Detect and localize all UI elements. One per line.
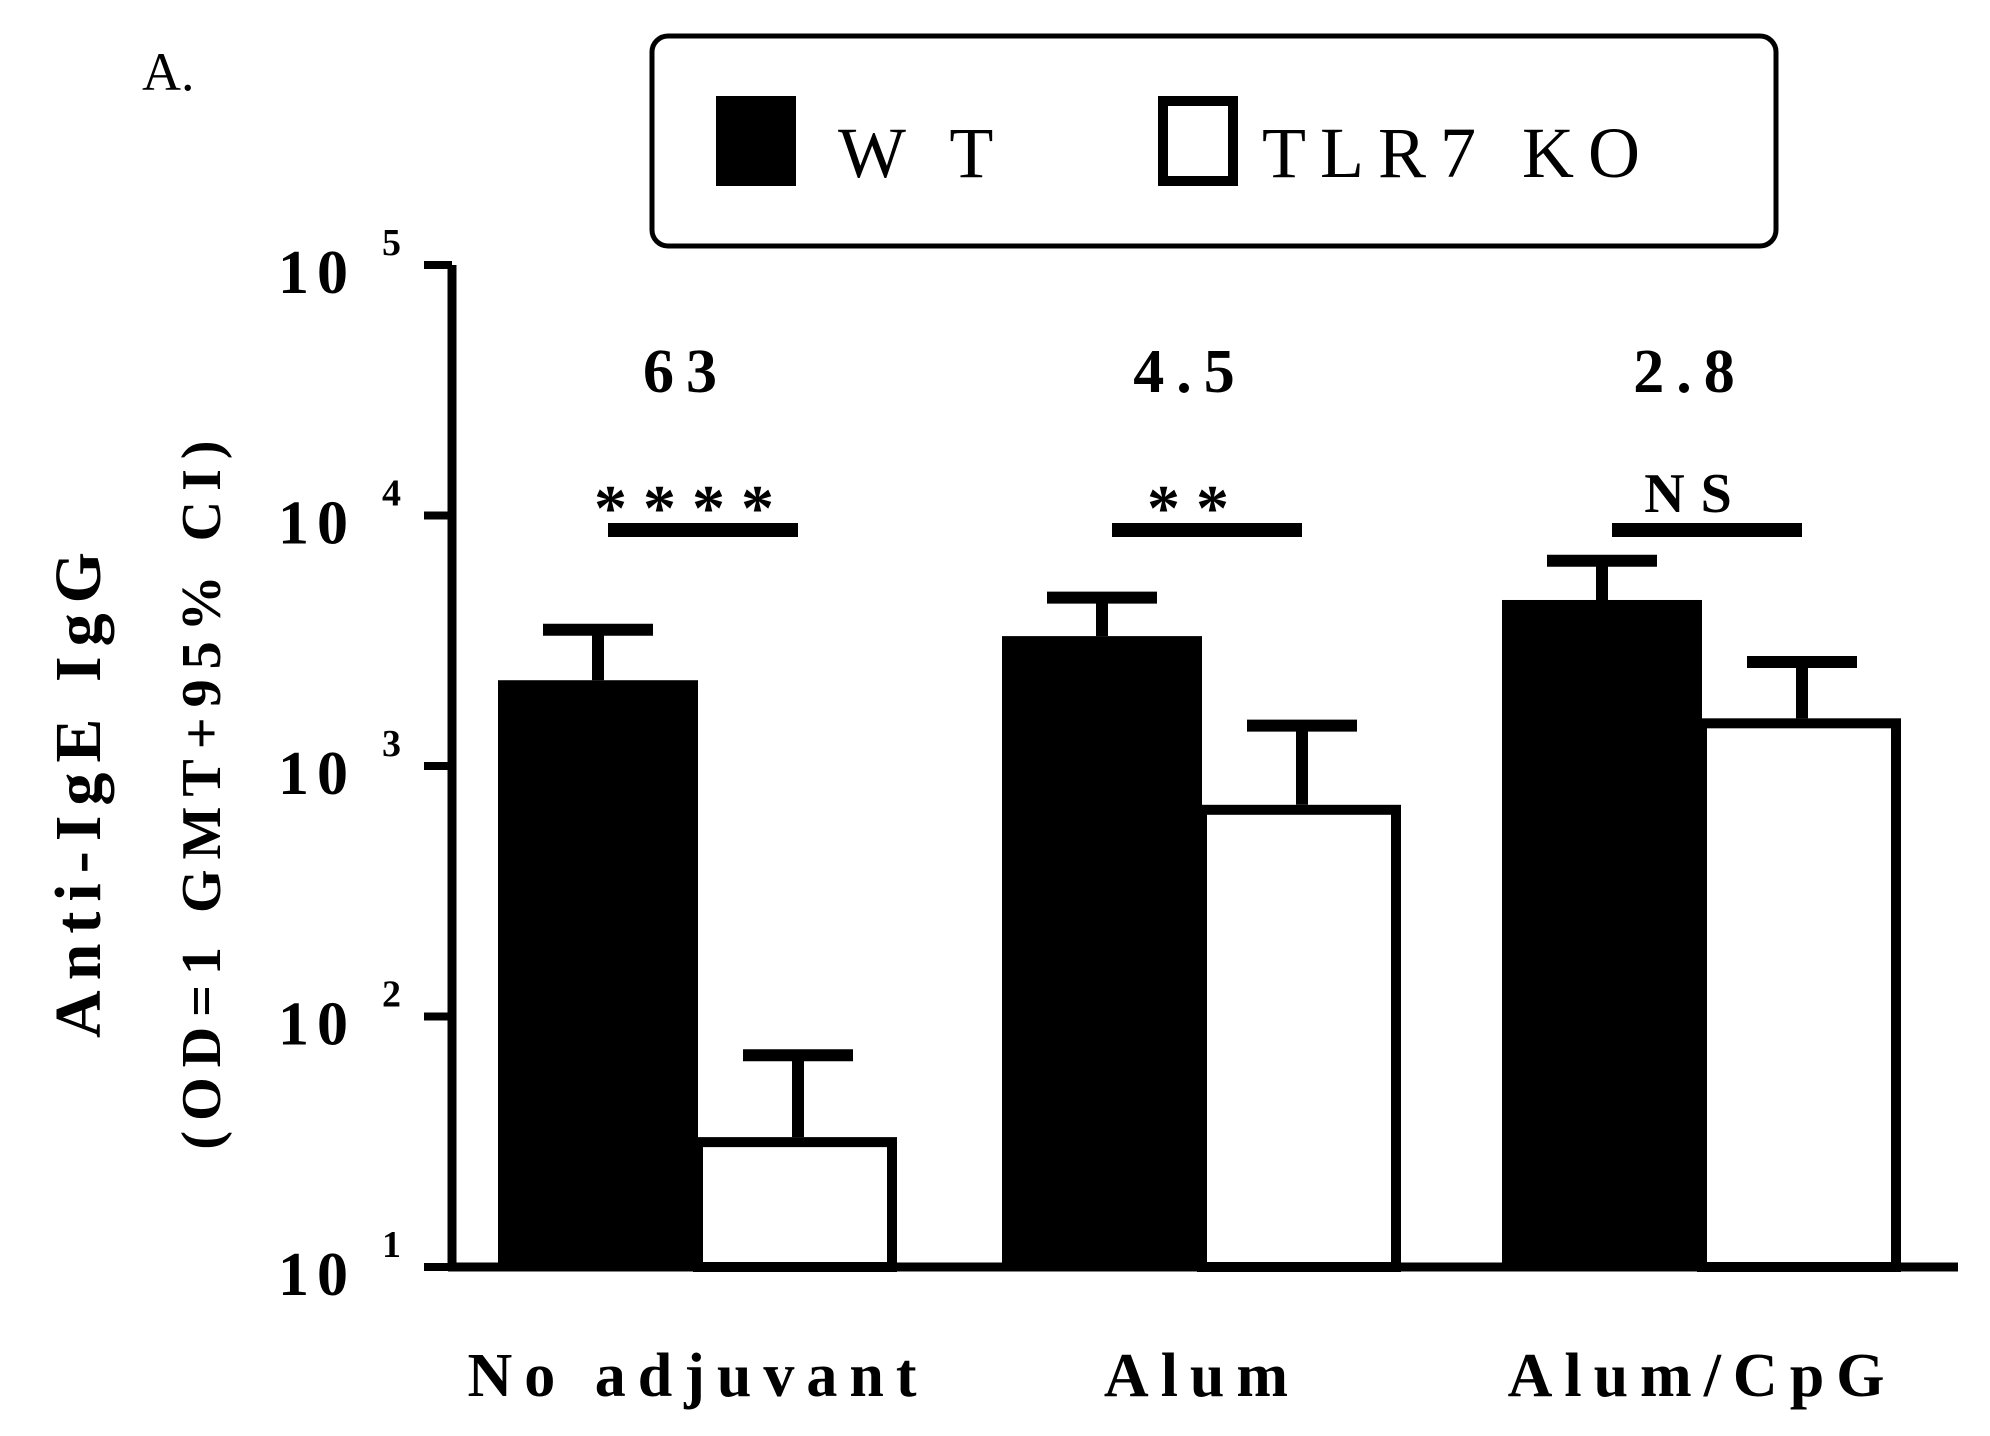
bar-ko-1 bbox=[1197, 804, 1401, 1272]
y-tick-exponent-3: 4 bbox=[382, 473, 401, 515]
bar-wt-0 bbox=[498, 680, 698, 1267]
fold-change-1: 4.5 bbox=[1133, 338, 1247, 406]
bar-ko-0 bbox=[693, 1137, 897, 1273]
y-axis-sublabel: (OD=1 GMT+95% CI) bbox=[171, 430, 233, 1149]
y-tick-exponent-2: 3 bbox=[382, 723, 401, 765]
legend-swatch-wt bbox=[716, 96, 796, 186]
annotations: 63 **** 4.5 ** 2.8 NS bbox=[594, 338, 1802, 545]
y-tick-exponent-0: 1 bbox=[382, 1224, 401, 1266]
significance-label-1: ** bbox=[1147, 472, 1245, 545]
y-tick-label-2: 10 bbox=[278, 740, 356, 808]
legend: W T TLR7 KO bbox=[649, 33, 1779, 249]
x-tick-label-0: No adjuvant bbox=[467, 1342, 928, 1410]
x-tick-label-2: Alum/CpG bbox=[1508, 1342, 1897, 1410]
y-tick-label-1: 10 bbox=[278, 991, 356, 1059]
bar-wt-2 bbox=[1502, 599, 1702, 1267]
fold-change-2: 2.8 bbox=[1633, 338, 1747, 406]
bars: No adjuvant Alum Alum/CpG bbox=[467, 554, 1901, 1410]
legend-label-wt: W T bbox=[838, 113, 1007, 193]
bar-ko-2 bbox=[1697, 718, 1901, 1272]
bar-wt-1 bbox=[1002, 636, 1202, 1267]
fold-change-0: 63 bbox=[643, 338, 729, 406]
legend-swatch-ko bbox=[1158, 96, 1238, 186]
y-axis-label: Anti-IgE IgG bbox=[42, 542, 115, 1038]
panel-label: A. bbox=[142, 42, 195, 102]
legend-label-ko: TLR7 KO bbox=[1262, 113, 1654, 193]
x-tick-label-1: Alum bbox=[1104, 1342, 1300, 1410]
y-tick-label-4: 10 bbox=[278, 239, 356, 307]
significance-label-2: NS bbox=[1644, 463, 1748, 525]
legend-box bbox=[649, 33, 1779, 249]
y-axis-title: Anti-IgE IgG (OD=1 GMT+95% CI) bbox=[42, 430, 233, 1149]
significance-label-0: **** bbox=[594, 472, 790, 545]
y-tick-label-0: 10 bbox=[278, 1241, 356, 1309]
y-tick-exponent-1: 2 bbox=[382, 974, 401, 1016]
y-tick-exponent-4: 5 bbox=[382, 222, 401, 264]
y-tick-label-3: 10 bbox=[278, 490, 356, 558]
